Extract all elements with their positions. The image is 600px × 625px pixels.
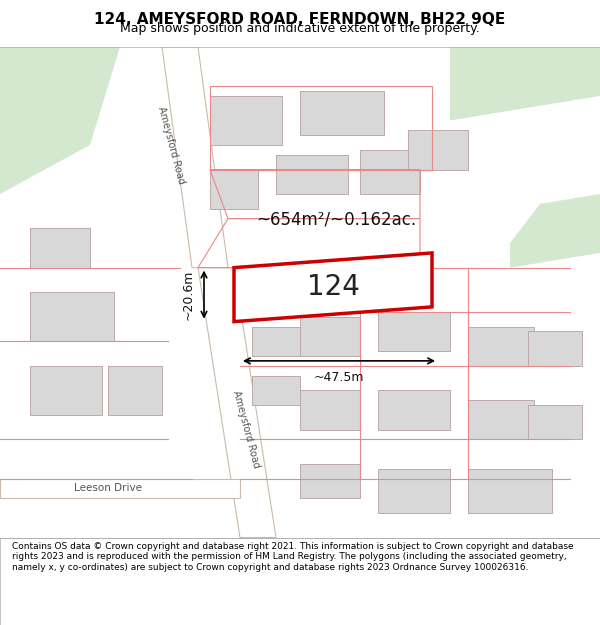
Polygon shape — [0, 479, 240, 498]
Bar — [30, 292, 114, 341]
Bar — [468, 326, 534, 366]
Bar — [108, 366, 162, 415]
Bar — [468, 469, 552, 513]
Text: Map shows position and indicative extent of the property.: Map shows position and indicative extent… — [120, 22, 480, 35]
Bar — [252, 376, 300, 405]
Bar — [300, 390, 360, 429]
Bar — [210, 169, 258, 209]
Bar — [30, 366, 102, 415]
Bar — [378, 469, 450, 513]
Text: Ameysford Road: Ameysford Road — [231, 390, 261, 469]
Bar — [360, 150, 420, 194]
Text: 124, AMEYSFORD ROAD, FERNDOWN, BH22 9QE: 124, AMEYSFORD ROAD, FERNDOWN, BH22 9QE — [94, 12, 506, 27]
Bar — [528, 331, 582, 366]
Bar — [210, 96, 282, 145]
Bar — [468, 400, 534, 439]
Text: 124: 124 — [307, 273, 359, 301]
Bar — [378, 312, 450, 351]
Text: Contains OS data © Crown copyright and database right 2021. This information is : Contains OS data © Crown copyright and d… — [12, 542, 574, 572]
Bar — [528, 405, 582, 439]
Bar — [276, 155, 348, 194]
Bar — [378, 390, 450, 429]
Polygon shape — [198, 268, 276, 538]
Text: Ameysford Road: Ameysford Road — [156, 105, 186, 185]
Bar — [300, 464, 360, 498]
Text: ~20.6m: ~20.6m — [182, 269, 195, 320]
Bar — [30, 228, 90, 268]
Bar — [300, 317, 360, 356]
Bar — [408, 130, 468, 169]
Polygon shape — [0, 47, 120, 194]
Text: ~654m²/~0.162ac.: ~654m²/~0.162ac. — [256, 211, 416, 228]
Polygon shape — [162, 47, 228, 268]
Bar — [300, 91, 384, 135]
Polygon shape — [450, 47, 600, 121]
Polygon shape — [234, 253, 432, 322]
Bar — [252, 326, 300, 356]
Text: ~47.5m: ~47.5m — [314, 371, 364, 384]
Polygon shape — [510, 194, 600, 268]
Text: Leeson Drive: Leeson Drive — [74, 484, 142, 494]
